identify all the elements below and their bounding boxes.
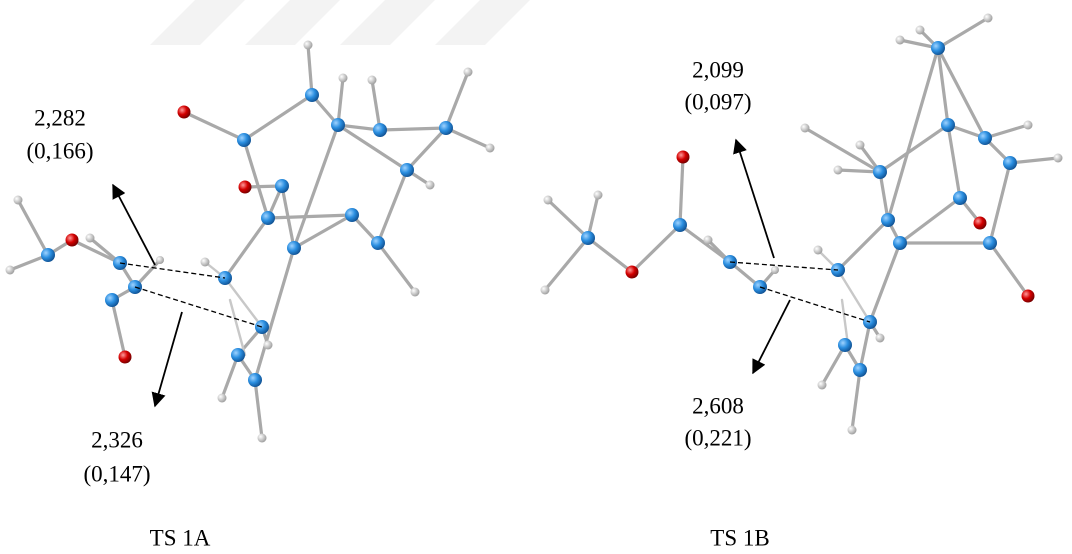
distance-label: 2,608 (692, 393, 744, 418)
bond-order-label: (0,147) (83, 461, 150, 486)
distance-label: 2,326 (91, 427, 143, 452)
bond-order-label: (0,166) (26, 138, 93, 163)
molecule-ts1a (6, 41, 495, 443)
panel-label: TS 1B (710, 525, 769, 550)
distance-label: 2,282 (34, 105, 86, 130)
distance-label: 2,099 (692, 57, 744, 82)
page: 2,282 (0,166) 2,326 (0,147) TS 1A 2,099 … (0, 0, 1072, 554)
bond-order-label: (0,221) (684, 425, 751, 450)
molecule-ts1b (541, 14, 1063, 435)
watermark (150, 0, 530, 45)
panel-label: TS 1A (150, 525, 211, 550)
bond-order-label: (0,097) (684, 89, 751, 114)
figure: 2,282 (0,166) 2,326 (0,147) TS 1A 2,099 … (0, 0, 1072, 554)
